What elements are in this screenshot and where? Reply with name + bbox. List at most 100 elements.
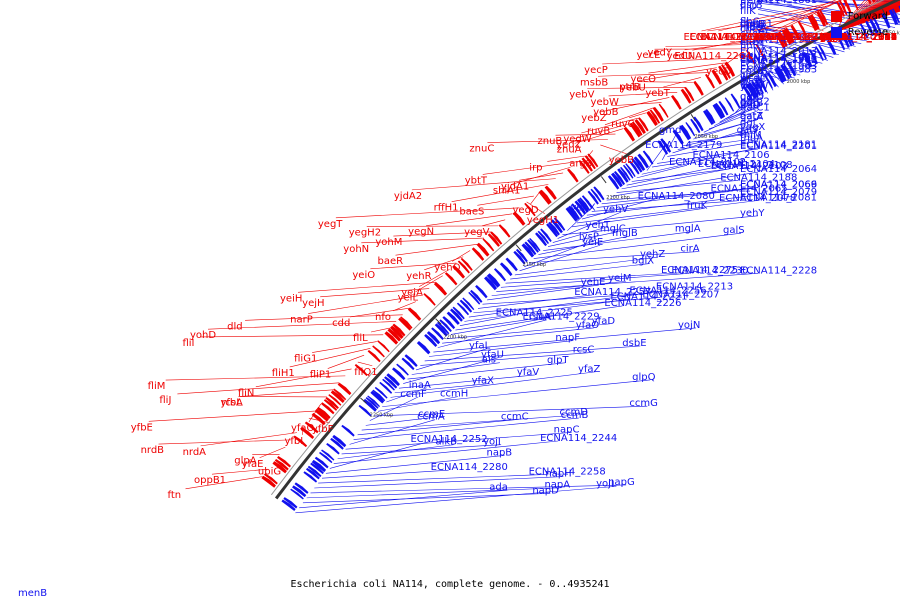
- forward-feature-label: cnu: [820, 32, 838, 43]
- forward-callout-line: [837, 0, 876, 32]
- forward-callout-line: [602, 57, 733, 65]
- reverse-callout-line: [651, 157, 711, 168]
- reverse-feature-label: yehZ: [640, 249, 665, 260]
- reverse-callout-line: [519, 244, 601, 272]
- forward-feature-label: ydjN: [820, 32, 843, 43]
- forward-callout-line: [424, 256, 464, 271]
- reverse-feature: [657, 140, 669, 155]
- forward-feature: [274, 458, 289, 471]
- reverse-feature-label: ccmH: [440, 389, 468, 400]
- reverse-feature: [515, 248, 528, 263]
- reverse-callout-line: [688, 132, 755, 143]
- reverse-callout-line: [514, 256, 658, 276]
- forward-feature-label: ydhF: [820, 32, 845, 43]
- scale-tick: [882, 8, 887, 17]
- forward-feature-label: ruvC: [611, 119, 634, 130]
- forward-callout-line: [361, 237, 485, 244]
- forward-feature-label: ECNA114_2231: [753, 32, 830, 43]
- forward-feature-label: sodB: [820, 32, 845, 43]
- reverse-feature-label: udk: [740, 92, 759, 103]
- reverse-feature: [468, 291, 481, 305]
- reverse-feature: [818, 44, 827, 60]
- forward-feature-label: fliP1: [310, 370, 331, 381]
- reverse-feature-label: wcaF: [740, 78, 766, 89]
- forward-feature-label: irp: [529, 162, 542, 173]
- reverse-feature: [456, 302, 470, 316]
- scale-tick: [360, 397, 367, 404]
- forward-callout-line: [327, 354, 365, 369]
- forward-feature: [629, 122, 641, 138]
- reverse-callout-line: [491, 280, 627, 297]
- reverse-feature: [730, 93, 741, 109]
- reverse-feature-label: flhC: [740, 17, 760, 28]
- forward-feature-label: ynjC: [820, 32, 842, 43]
- reverse-feature-label: ais: [482, 355, 496, 366]
- forward-feature-label: ydgH: [820, 32, 846, 43]
- reverse-feature: [742, 85, 753, 101]
- reverse-feature-label: alkB: [435, 437, 457, 448]
- reverse-feature: [475, 284, 488, 299]
- reverse-feature: [660, 138, 672, 153]
- forward-feature-label: yeaB: [820, 32, 845, 43]
- reverse-feature: [392, 367, 406, 381]
- reverse-feature: [576, 198, 589, 213]
- reverse-feature-label: yehY: [740, 208, 765, 219]
- forward-feature: [544, 185, 557, 200]
- forward-feature-label: slyB: [820, 32, 841, 43]
- forward-feature-label: fliM: [148, 381, 166, 392]
- forward-callout-line: [370, 327, 390, 333]
- forward-feature: [872, 0, 876, 3]
- forward-feature: [693, 80, 704, 96]
- reverse-feature-label: cpsG: [740, 55, 765, 66]
- reverse-feature-label: fhuA: [740, 133, 763, 144]
- forward-feature: [392, 323, 406, 337]
- reverse-feature-label: glpQ: [632, 372, 655, 383]
- reverse-feature-label: wcaC: [740, 74, 767, 85]
- forward-feature-label: ydiI: [820, 32, 838, 43]
- reverse-feature-label: motB1: [740, 19, 773, 30]
- forward-feature: [567, 168, 579, 183]
- forward-callout-line: [599, 97, 670, 113]
- reverse-feature: [379, 381, 393, 394]
- reverse-feature-label: dsbE: [622, 338, 646, 349]
- reverse-feature-label: flhB1: [740, 40, 766, 51]
- forward-feature: [330, 390, 345, 403]
- reverse-callout-line: [369, 396, 419, 421]
- forward-feature-label: dld: [227, 321, 242, 332]
- reverse-feature: [705, 109, 716, 124]
- reverse-feature: [305, 467, 320, 480]
- reverse-feature: [527, 239, 539, 253]
- reverse-feature-label: yfaU: [481, 349, 504, 360]
- forward-feature: [433, 282, 448, 296]
- forward-feature-label: ECNA114_1916: [820, 32, 897, 43]
- forward-feature-label: yjdA2: [394, 191, 422, 202]
- reverse-feature: [724, 97, 735, 112]
- forward-feature: [810, 14, 820, 30]
- forward-feature: [272, 461, 288, 474]
- forward-feature-label: yfbL: [220, 398, 242, 409]
- reverse-feature: [370, 390, 385, 404]
- forward-feature-label: yebB: [609, 155, 634, 166]
- reverse-feature: [888, 9, 899, 26]
- feature-tracks: [261, 0, 900, 511]
- forward-callout-line: [239, 389, 334, 397]
- reverse-callout-line: [473, 297, 661, 314]
- forward-feature: [649, 109, 661, 124]
- reverse-feature-label: yfaD: [592, 316, 616, 327]
- forward-feature-label: yebT: [645, 88, 670, 99]
- reverse-feature: [548, 221, 560, 236]
- forward-feature-label: glpA: [234, 456, 256, 467]
- reverse-callout-line: [581, 198, 656, 220]
- forward-feature-label: cdd: [332, 318, 350, 329]
- forward-feature-label: yecO: [631, 74, 657, 85]
- forward-feature: [680, 88, 692, 104]
- reverse-callout-line: [482, 293, 648, 305]
- reverse-callout-line: [528, 251, 699, 263]
- reverse-feature-label: ECNA114_2257: [574, 287, 651, 298]
- reverse-callout-line: [428, 340, 574, 357]
- scale-tick-label: 2250 kbp: [370, 412, 394, 418]
- forward-feature: [384, 331, 399, 345]
- reverse-feature-label: yfaZ: [578, 364, 601, 375]
- reverse-feature: [341, 424, 355, 437]
- forward-feature: [325, 397, 339, 409]
